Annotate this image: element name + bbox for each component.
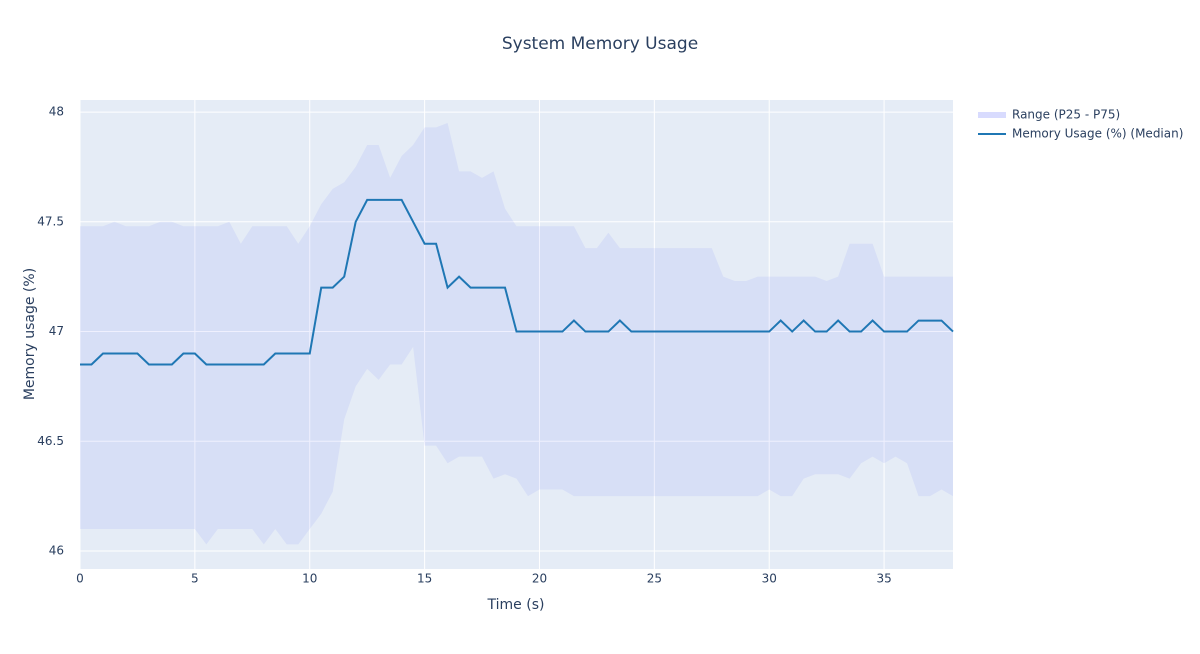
legend-label: Range (P25 - P75)	[1012, 108, 1120, 122]
x-tick-label: 25	[647, 572, 662, 586]
chart-title: System Memory Usage	[502, 34, 698, 54]
x-axis-title: Time (s)	[487, 597, 545, 613]
y-tick-label: 46.5	[37, 434, 64, 448]
x-tick-label: 0	[76, 572, 84, 586]
y-tick-label: 47.5	[37, 214, 64, 228]
range-band	[80, 123, 953, 545]
x-tick-label: 10	[302, 572, 317, 586]
x-tick-label: 35	[876, 572, 891, 586]
x-tick-label: 15	[417, 572, 432, 586]
y-tick-label: 46	[49, 544, 64, 558]
x-tick-label: 20	[532, 572, 547, 586]
x-tick-label: 30	[762, 572, 777, 586]
y-axis-title: Memory usage (%)	[22, 268, 38, 400]
y-tick-label: 48	[49, 105, 64, 119]
median-line	[80, 198, 954, 366]
legend-label: Memory Usage (%) (Median)	[1012, 127, 1183, 141]
plot-area	[80, 100, 953, 569]
y-tick-label: 47	[49, 324, 64, 338]
x-tick-label: 5	[191, 572, 199, 586]
